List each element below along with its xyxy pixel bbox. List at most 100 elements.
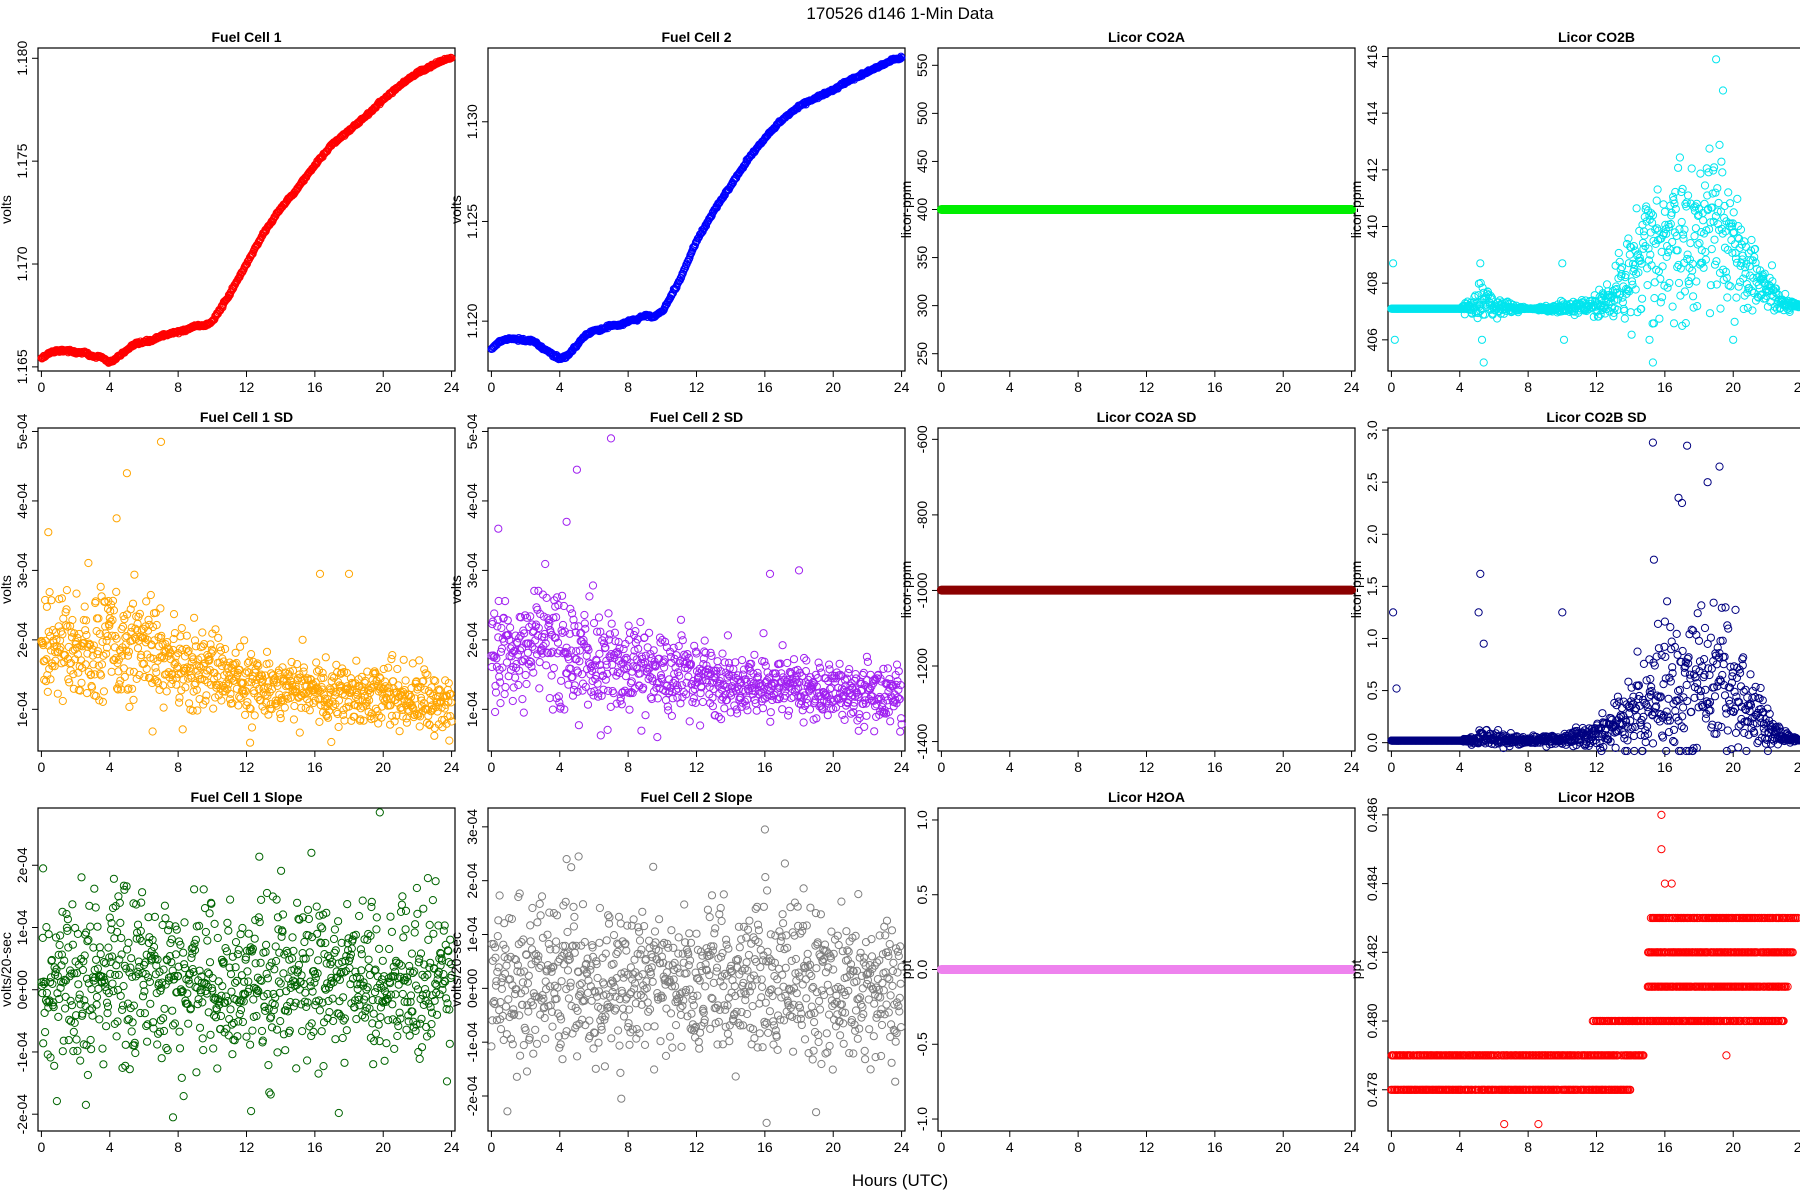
data-point (669, 289, 677, 298)
data-point (720, 704, 729, 713)
data-point (1683, 254, 1692, 264)
data-point (783, 658, 792, 668)
data-point (247, 650, 256, 659)
x-tick-label: 12 (1589, 379, 1605, 395)
data-point (74, 668, 83, 677)
data-point (1710, 260, 1720, 269)
data-point (892, 660, 902, 669)
data-point (1647, 261, 1656, 270)
data-point (604, 609, 613, 618)
data-point (778, 641, 787, 650)
x-tick-label: 20 (1275, 759, 1291, 775)
data-point (805, 705, 815, 714)
x-tick-label: 24 (444, 379, 460, 395)
data-point (1713, 184, 1722, 193)
data-point (68, 615, 77, 625)
data-point (1680, 287, 1690, 296)
x-tick-label: 12 (1589, 759, 1605, 775)
data-point (491, 688, 501, 697)
data-point (1685, 255, 1695, 264)
x-tick-label: 4 (556, 379, 564, 395)
data-point (133, 644, 143, 653)
data-point (758, 704, 768, 713)
data-point (169, 610, 179, 619)
data-point (430, 731, 439, 740)
data-point (142, 597, 151, 606)
data-point (1634, 268, 1643, 277)
data-point (1706, 281, 1716, 290)
data-point (236, 642, 245, 651)
y-tick-label: 416 (1364, 45, 1380, 69)
data-point (1730, 317, 1739, 326)
x-tick-label: 0 (1388, 379, 1396, 395)
data-point (1639, 244, 1648, 253)
data-point (585, 592, 594, 601)
data-point (501, 683, 510, 692)
x-tick-label: 16 (1657, 759, 1673, 775)
data-point (82, 631, 91, 640)
x-tick-label: 24 (1344, 379, 1360, 395)
data-point (241, 710, 250, 720)
data-point (1720, 243, 1730, 252)
data-point (217, 305, 225, 314)
data-point (247, 723, 257, 732)
data-point (1633, 647, 1642, 656)
y-axis-label: volts (448, 575, 464, 604)
y-axis-label: licor-ppm (898, 561, 914, 619)
data-point (1637, 304, 1646, 314)
x-tick-label: 8 (624, 379, 632, 395)
y-tick-label: 5e-04 (14, 413, 30, 449)
data-point (1724, 281, 1733, 290)
data-point (542, 661, 551, 670)
data-point (1647, 209, 1656, 218)
data-point (1632, 269, 1641, 278)
data-point (148, 727, 157, 736)
data-point (547, 671, 556, 680)
data-point (393, 664, 402, 674)
data-point (761, 661, 770, 670)
data-point (1666, 219, 1675, 229)
data-point (645, 628, 654, 638)
x-tick-label: 16 (757, 759, 773, 775)
y-tick-label: -600 (914, 425, 930, 453)
data-point (500, 690, 509, 699)
x-tick-label: 20 (825, 379, 841, 395)
data-point (1619, 282, 1628, 291)
y-tick-label: 1e-04 (464, 691, 480, 727)
data-point (508, 696, 517, 706)
y-tick-label: 1.0 (1364, 629, 1380, 649)
data-point (1479, 358, 1488, 367)
y-tick-label: 2e-04 (14, 622, 30, 658)
data-point (1711, 212, 1721, 221)
data-point (334, 722, 343, 732)
x-tick-label: 12 (1139, 759, 1155, 775)
data-points (1387, 438, 1800, 756)
data-point (1626, 308, 1635, 317)
data-point (280, 703, 289, 712)
x-tick-label: 16 (1207, 759, 1223, 775)
data-point (1719, 265, 1728, 274)
data-point (295, 728, 304, 737)
data-point (1686, 239, 1695, 248)
x-tick-label: 0 (1388, 759, 1396, 775)
data-point (44, 528, 53, 537)
chart-title: Fuel Cell 2 SD (650, 409, 743, 425)
data-point (608, 660, 617, 670)
data-point (415, 656, 424, 665)
data-point (594, 613, 604, 622)
data-point (870, 727, 879, 736)
y-axis-label: licor-ppm (1348, 561, 1364, 619)
y-tick-label: 2.5 (1364, 472, 1380, 492)
data-point (677, 631, 686, 640)
data-point (545, 694, 554, 703)
y-tick-label: -800 (914, 501, 930, 529)
data-point (190, 613, 199, 622)
data-point (175, 693, 184, 702)
data-point (1644, 244, 1653, 253)
data-point (1726, 282, 1735, 291)
data-point (557, 676, 566, 685)
data-point (1692, 199, 1701, 208)
